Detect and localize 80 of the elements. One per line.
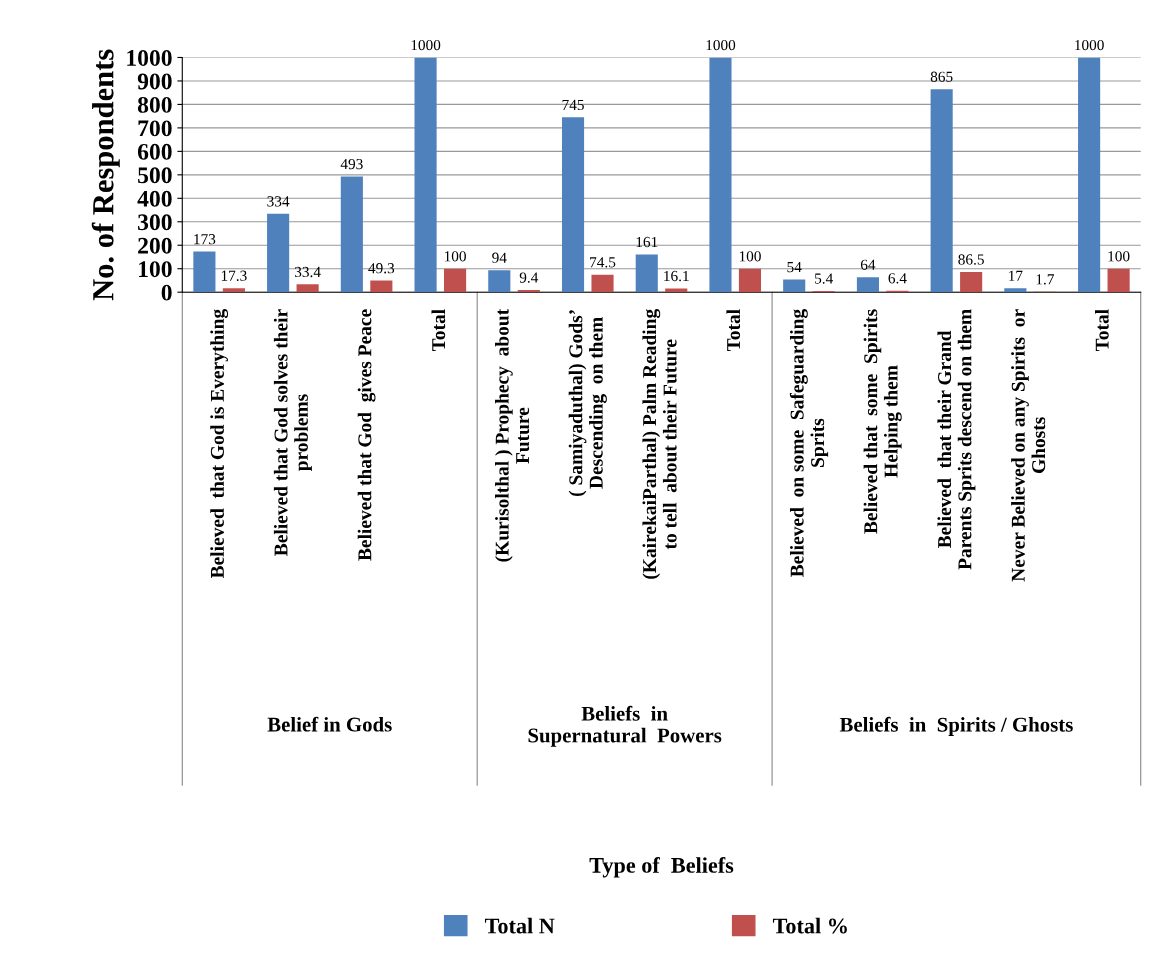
bar (414, 57, 437, 293)
data-label: 33.4 (294, 266, 321, 278)
y-tick-label: 100 (139, 261, 172, 278)
bar (340, 176, 363, 293)
y-tick-label: 600 (137, 143, 172, 160)
x-tick-label: (KairekaiParthal) Palm Reading to tell about their Future (642, 309, 677, 579)
data-label: 100 (1108, 251, 1130, 262)
data-label: 745 (562, 99, 584, 111)
y-tick-label: 0 (161, 284, 172, 301)
text: Type of Beliefs (589, 857, 734, 878)
text: Belief in Gods (267, 716, 392, 732)
data-label: 6.4 (888, 273, 907, 284)
data-label: 74.5 (590, 257, 616, 268)
bar (267, 213, 290, 293)
data-label: 86.5 (958, 254, 984, 265)
bar (517, 289, 540, 293)
data-label: 54 (787, 262, 802, 273)
data-label: 17 (1009, 270, 1023, 281)
text: Beliefs in Spirits / Ghosts (839, 716, 1073, 736)
y-tick-label: 900 (137, 73, 172, 90)
bar (193, 251, 216, 293)
bar (930, 89, 953, 293)
data-label: 1000 (1075, 39, 1104, 51)
bar (709, 57, 732, 293)
data-label: 49.3 (368, 263, 395, 274)
x-tick-label: Total (726, 309, 741, 352)
data-label: 493 (340, 158, 363, 170)
bar (665, 288, 688, 293)
data-label: 161 (636, 236, 658, 248)
bar (960, 271, 983, 293)
bar (444, 268, 467, 293)
bar (738, 268, 762, 293)
data-label: 334 (267, 196, 290, 207)
data-label: 64 (860, 259, 876, 270)
x-tick-label: Total (431, 309, 446, 352)
y-tick-label: 200 (138, 237, 172, 254)
x-tick-label: (Kurisolthal ) Prophecy about Future (495, 308, 530, 562)
y-tick-label: 1000 (127, 49, 172, 66)
bar (1004, 288, 1027, 293)
y-tick-label: 300 (138, 214, 172, 231)
x-tick-label: Believed that some Spirits Helping them (863, 309, 902, 534)
legend-label: Total N (484, 917, 555, 934)
data-label: 9.4 (519, 272, 539, 283)
bar (370, 280, 393, 293)
text: Beliefs in Supernatural Powers (528, 705, 722, 747)
x-tick-label: Never Believed on any Spirits or Ghosts (1011, 309, 1046, 582)
x-tick-label: ( Samiyaduthal) Gods’ Descending on them (568, 310, 607, 496)
data-label: 100 (444, 251, 466, 262)
bar (591, 274, 614, 293)
y-axis-title: No. of Respondents (91, 49, 120, 301)
bar (1107, 268, 1130, 293)
x-tick-label: Believed that God solves their problems (273, 309, 312, 556)
data-label: 5.4 (815, 273, 834, 284)
data-label: 16.1 (664, 270, 689, 282)
data-label: 1000 (411, 39, 441, 51)
x-tick-label: Total (1095, 309, 1109, 352)
data-label: 1000 (706, 39, 736, 51)
x-tick-label: Believed that God is Everything (210, 309, 229, 579)
bar (296, 284, 319, 293)
y-tick-label: 800 (137, 96, 172, 113)
y-tick-label: 700 (138, 120, 172, 137)
bar (561, 117, 585, 293)
bar (1078, 57, 1101, 293)
data-label: 1.7 (1036, 274, 1054, 285)
data-label: 100 (739, 251, 761, 262)
x-tick-label: Believed on some Safeguarding Sprits (789, 309, 829, 577)
x-tick-label: Believed that God gives Peace (357, 309, 376, 561)
data-label: 865 (930, 71, 953, 82)
data-label: 94 (492, 252, 507, 263)
bar (488, 270, 511, 293)
bar (635, 254, 658, 293)
data-label: 173 (194, 234, 216, 245)
y-tick-label: 500 (138, 167, 172, 184)
bar (222, 288, 245, 293)
bar (783, 279, 806, 293)
y-tick-label: 400 (137, 190, 172, 207)
legend-label: Total % (772, 917, 847, 934)
bar (856, 277, 879, 293)
data-label: 17.3 (221, 270, 247, 281)
x-tick-label: Believed that their Grand Parents Sprits descend on them (937, 309, 976, 570)
